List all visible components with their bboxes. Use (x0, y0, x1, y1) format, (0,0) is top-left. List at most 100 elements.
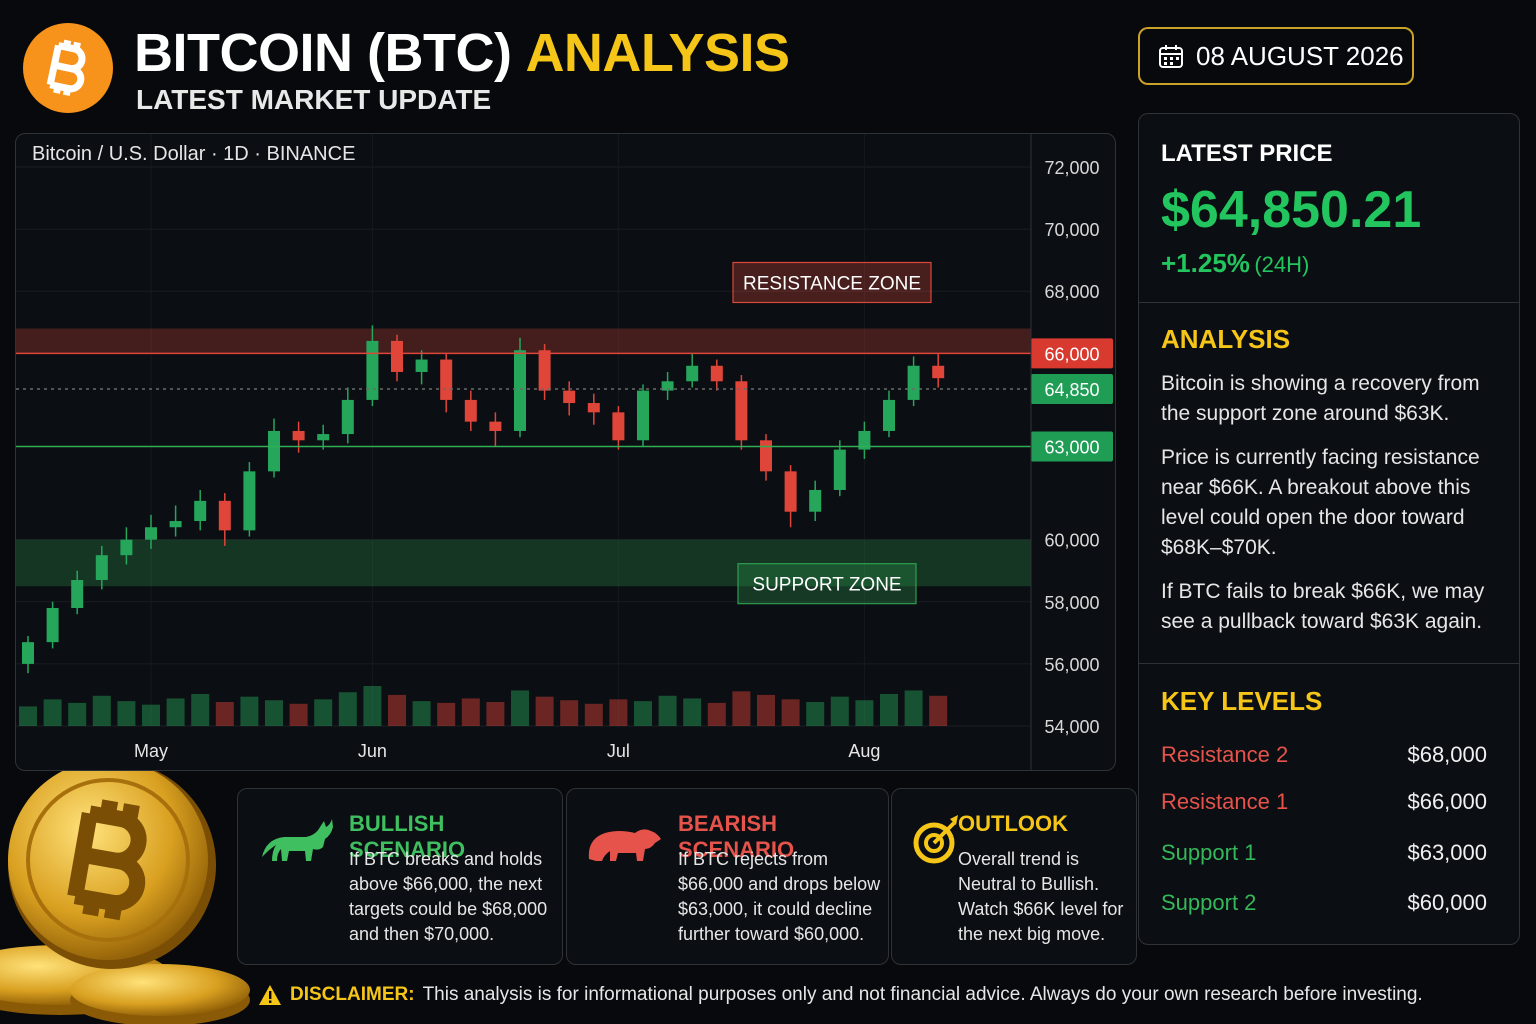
x-tick-label: Jul (607, 741, 630, 761)
candle-body (858, 430, 871, 450)
separator (1139, 663, 1519, 664)
level-badge-label: 63,000 (1044, 438, 1099, 458)
candle-body (661, 381, 674, 391)
candle-body (194, 500, 207, 522)
zone-label: RESISTANCE ZONE (743, 273, 921, 294)
y-tick-label: 68,000 (1044, 282, 1099, 302)
volume-bar (560, 700, 579, 726)
x-tick-label: Aug (848, 741, 880, 761)
scenario-text: If BTC breaks and holds above $66,000, t… (349, 849, 548, 944)
chart-title: Bitcoin / U.S. Dollar · 1D · BINANCE (32, 143, 355, 165)
candle-body (489, 421, 502, 431)
date-box: 08 AUGUST 2026 (1138, 27, 1414, 85)
zone-band (16, 328, 1031, 354)
volume-bar (142, 704, 160, 726)
scenario-title: BULLISH SCENARIO (349, 811, 466, 862)
candle-body (218, 500, 231, 531)
candle-body (612, 412, 625, 441)
volume-bar (19, 706, 37, 726)
candle-body (563, 390, 576, 404)
volume-bar (92, 695, 111, 726)
candle-body (46, 607, 59, 643)
candle-body (538, 350, 551, 391)
candle-body (22, 642, 34, 664)
key-level-name: Resistance 2 (1161, 742, 1289, 767)
candle-body (809, 489, 822, 512)
candle-body (760, 440, 772, 472)
candle-body (366, 340, 379, 400)
key-level-value: $68,000 (1407, 742, 1487, 767)
volume-bar (338, 692, 357, 726)
x-tick-label: Jun (358, 741, 387, 761)
key-level-name: Support 1 (1161, 840, 1257, 865)
candle-body (587, 403, 600, 413)
zone-label: SUPPORT ZONE (752, 575, 901, 596)
y-tick-label: 70,000 (1044, 220, 1099, 240)
volume-bar (707, 702, 726, 726)
volume-bar (388, 694, 406, 726)
volume-bar (117, 701, 136, 726)
title-text: BITCOIN (BTC) (134, 23, 512, 83)
scenario-title: BEARISH SCENARIO (678, 811, 795, 862)
volume-bar (683, 698, 702, 726)
volume-bar (437, 702, 456, 726)
date: 08 AUGUST 2026 (1196, 40, 1404, 71)
volume-bar (412, 701, 431, 726)
side-panel: LATEST PRICE $64,850.21 +1.25% (24H) ANA… (1138, 113, 1520, 945)
volume-bar (880, 694, 898, 726)
disclaimer-label: DISCLAIMER: (290, 984, 415, 1005)
candle-body (932, 365, 945, 379)
logo-symbol (46, 39, 86, 96)
price-change-row: +1.25% (24H) (1161, 248, 1497, 279)
zone-label-box (737, 563, 917, 605)
chart: Bitcoin / U.S. Dollar · 1D · BINANCE 72,… (16, 134, 1113, 770)
scenario-icon (262, 819, 333, 861)
volume-bar (929, 695, 948, 726)
scenario-icon (913, 815, 958, 864)
chart-panel: Bitcoin / U.S. Dollar · 1D · BINANCE 72,… (15, 133, 1116, 771)
candle-body (514, 350, 526, 431)
candle-body (907, 365, 920, 400)
candle-body (686, 365, 699, 382)
price-label: LATEST PRICE (1161, 140, 1333, 167)
disclaimer-text: This analysis is for informational purpo… (422, 984, 1423, 1005)
volume-bar (215, 702, 234, 726)
candle-body (391, 340, 403, 372)
candle-body (883, 399, 895, 431)
volume-bar (43, 699, 62, 726)
title: BITCOIN (BTC) ANALYSIS (134, 22, 790, 84)
volume-bar (757, 694, 775, 726)
candle-body (735, 381, 748, 441)
candle-body (464, 399, 477, 422)
y-tick-label: 54,000 (1044, 717, 1099, 737)
warning-icon (259, 985, 281, 1005)
candle-body (317, 434, 330, 441)
volume-bar (830, 696, 849, 726)
key-level-value: $66,000 (1407, 789, 1487, 814)
key-level-row: Support 2 $60,000 (1161, 890, 1487, 916)
analysis-paragraph: Price is currently facing resistance nea… (1161, 446, 1480, 559)
candle-body (833, 449, 846, 490)
title-highlight: ANALYSIS (525, 23, 790, 83)
candle-body (145, 527, 157, 540)
scenario-card: BEARISH SCENARIO If BTC rejects from $66,… (566, 788, 889, 965)
volume-bar (265, 700, 283, 726)
volume-bar (511, 690, 529, 726)
separator (1139, 302, 1519, 303)
price: $64,850.21 (1161, 181, 1422, 239)
key-level-name: Support 2 (1161, 890, 1257, 915)
scenario-text: Overall trend is Neutral to Bullish. Wat… (958, 849, 1124, 944)
scenario-icon (588, 829, 661, 861)
analysis-paragraph: If BTC fails to break $66K, we may see a… (1161, 580, 1485, 633)
candle-body (784, 471, 797, 512)
key-level-row: Support 1 $63,000 (1161, 840, 1487, 866)
subtitle: LATEST MARKET UPDATE (136, 84, 492, 115)
volume-bar (855, 700, 874, 726)
coin-stack (0, 760, 250, 1024)
volume-bar (609, 699, 628, 726)
volume-bar (806, 702, 825, 726)
candle-body (440, 359, 453, 400)
volume-bar (486, 702, 505, 726)
